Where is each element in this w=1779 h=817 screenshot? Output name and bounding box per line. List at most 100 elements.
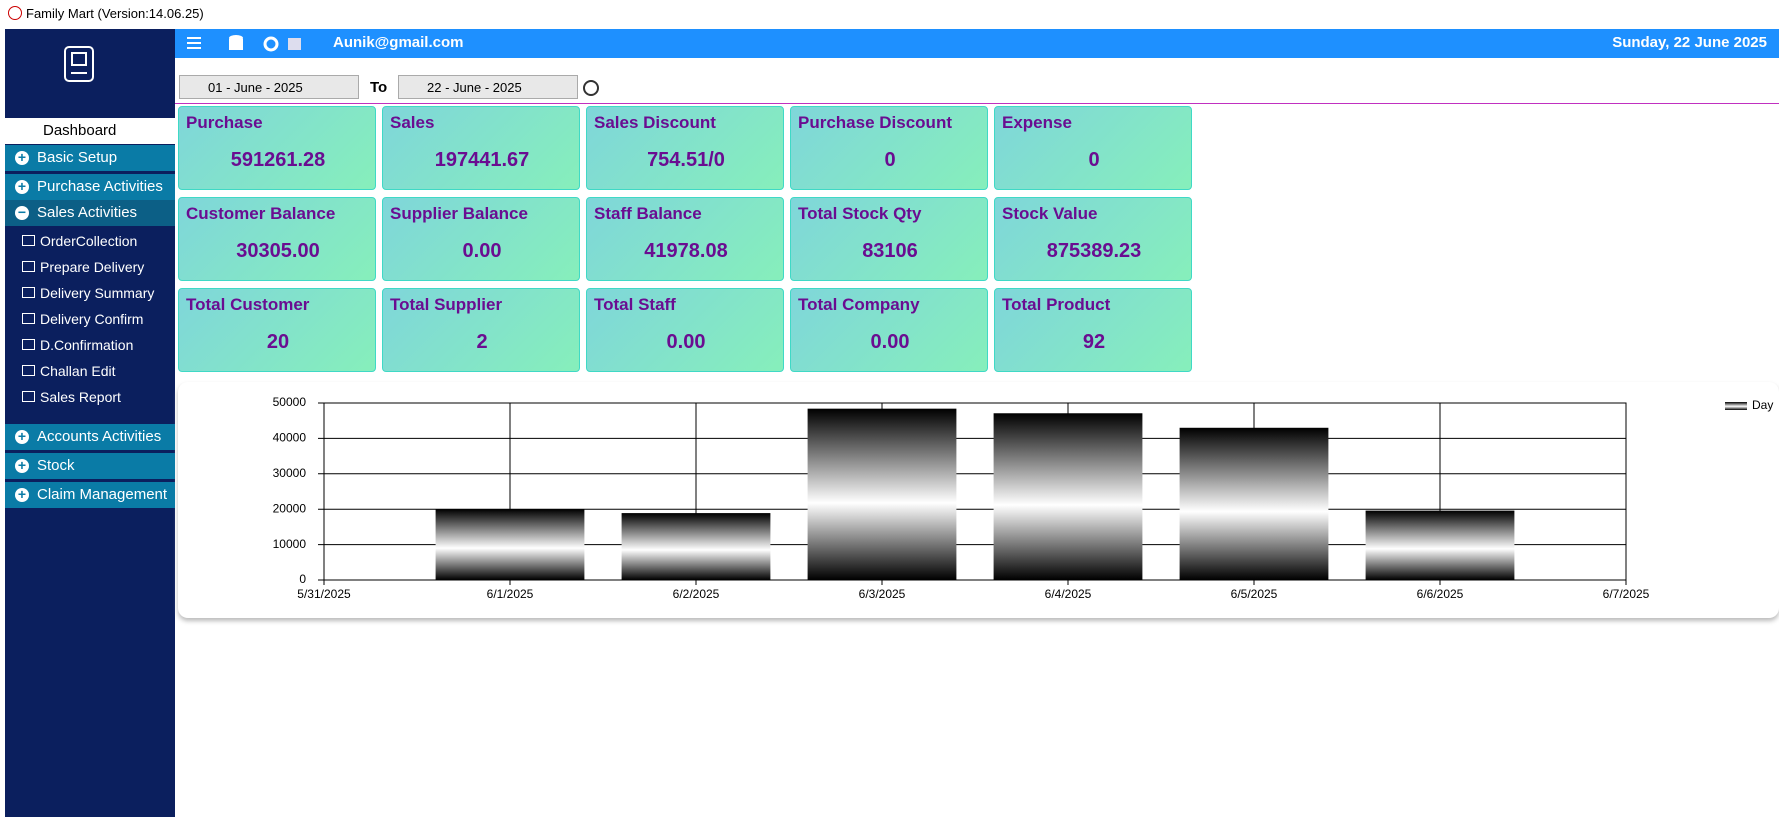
bar bbox=[1179, 427, 1329, 580]
menu-label: Claim Management bbox=[37, 486, 168, 503]
menu-item[interactable]: + Claim Management bbox=[5, 482, 175, 508]
y-tick-label: 10000 bbox=[273, 537, 307, 551]
x-tick-label: 6/6/2025 bbox=[1417, 587, 1464, 601]
card-value: 92 bbox=[1082, 331, 1106, 353]
menu-label: Accounts Activities bbox=[37, 428, 162, 445]
stat-card: Purchase 591261.28 bbox=[178, 106, 376, 190]
card-value: 0.00 bbox=[870, 331, 910, 353]
submenu-label: D.Confirmation bbox=[40, 337, 134, 353]
card-label: Total Product bbox=[1002, 295, 1111, 314]
user-email: Aunik@gmail.com bbox=[333, 34, 464, 51]
x-tick-label: 6/7/2025 bbox=[1603, 587, 1650, 601]
stat-card: Total Staff 0.00 bbox=[586, 288, 784, 372]
from-date[interactable]: 01 - June - 2025 bbox=[179, 75, 359, 99]
x-tick-label: 6/4/2025 bbox=[1045, 587, 1092, 601]
card-label: Stock Value bbox=[1002, 204, 1098, 223]
submenu-item[interactable]: D.Confirmation bbox=[22, 335, 133, 355]
submenu-label: Delivery Summary bbox=[40, 285, 155, 301]
stat-card: Stock Value 875389.23 bbox=[994, 197, 1192, 281]
card-value: 0.00 bbox=[462, 240, 502, 262]
to-label: To bbox=[370, 79, 388, 96]
stat-card: Total Product 92 bbox=[994, 288, 1192, 372]
window-title: Family Mart (Version:14.06.25) bbox=[26, 6, 204, 21]
submenu-label: Prepare Delivery bbox=[40, 259, 145, 275]
card-value: 83106 bbox=[862, 240, 918, 262]
from-date-text: 01 - June - 2025 bbox=[208, 80, 303, 95]
card-label: Total Company bbox=[798, 295, 920, 314]
bar bbox=[435, 509, 585, 580]
submenu-item[interactable]: Delivery Confirm bbox=[22, 309, 143, 329]
logo bbox=[64, 46, 94, 82]
menu-label: Sales Activities bbox=[37, 204, 138, 221]
y-tick-label: 20000 bbox=[273, 501, 307, 515]
card-value: 41978.08 bbox=[644, 240, 728, 262]
stat-card: Customer Balance 30305.00 bbox=[178, 197, 376, 281]
card-label: Supplier Balance bbox=[390, 204, 528, 223]
submenu-item[interactable]: Prepare Delivery bbox=[22, 257, 144, 277]
stat-card: Sales Discount 754.51/0 bbox=[586, 106, 784, 190]
stat-card: Total Supplier 2 bbox=[382, 288, 580, 372]
stat-card: Purchase Discount 0 bbox=[790, 106, 988, 190]
submenu-label: Sales Report bbox=[40, 389, 121, 405]
card-value: 2 bbox=[476, 331, 488, 353]
card-value: 197441.67 bbox=[434, 149, 530, 171]
submenu-item[interactable]: Delivery Summary bbox=[22, 283, 154, 303]
bar bbox=[1365, 510, 1515, 580]
plot-frame bbox=[323, 402, 1627, 581]
toolbar-icons[interactable] bbox=[181, 29, 301, 58]
stat-card: Expense 0 bbox=[994, 106, 1192, 190]
x-tick-label: 6/1/2025 bbox=[487, 587, 534, 601]
card-label: Sales Discount bbox=[594, 113, 716, 132]
submenu-label: OrderCollection bbox=[40, 233, 138, 249]
legend-label: Day bbox=[1752, 398, 1773, 412]
y-tick-label: 40000 bbox=[273, 431, 307, 445]
menu-item[interactable]: + Stock bbox=[5, 453, 175, 479]
card-value: 30305.00 bbox=[236, 240, 320, 262]
card-value: 0 bbox=[1088, 149, 1100, 171]
bar bbox=[621, 513, 771, 580]
card-value: 875389.23 bbox=[1046, 240, 1142, 262]
bar bbox=[993, 413, 1143, 580]
title-bar: Family Mart (Version:14.06.25) bbox=[0, 0, 1779, 28]
chart: 0 10000 20000 30000 40000 50000 5/31/2025 6/1/2… bbox=[273, 395, 1774, 601]
divider bbox=[175, 103, 1779, 104]
card-label: Customer Balance bbox=[186, 204, 336, 223]
to-date-text: 22 - June - 2025 bbox=[427, 80, 522, 95]
to-date[interactable]: 22 - June - 2025 bbox=[398, 75, 578, 99]
card-label: Total Customer bbox=[186, 295, 310, 314]
y-tick-label: 30000 bbox=[273, 466, 307, 480]
menu-label: Dashboard bbox=[43, 122, 117, 139]
menu-item[interactable]: Dashboard bbox=[5, 118, 175, 144]
x-tick-label: 6/5/2025 bbox=[1231, 587, 1278, 601]
card-label: Sales bbox=[390, 113, 435, 132]
card-label: Total Stock Qty bbox=[798, 204, 922, 223]
stat-card: Total Customer 20 bbox=[178, 288, 376, 372]
submenu-item[interactable]: Sales Report bbox=[22, 387, 121, 407]
menu-label: Purchase Activities bbox=[37, 178, 163, 195]
card-label: Total Supplier bbox=[390, 295, 503, 314]
stat-card: Sales 197441.67 bbox=[382, 106, 580, 190]
card-label: Staff Balance bbox=[594, 204, 702, 223]
stat-card: Total Stock Qty 83106 bbox=[790, 197, 988, 281]
stat-card: Staff Balance 41978.08 bbox=[586, 197, 784, 281]
legend-swatch bbox=[1725, 402, 1747, 410]
card-value: 591261.28 bbox=[230, 149, 326, 171]
menu-item[interactable]: + Purchase Activities bbox=[5, 174, 175, 200]
card-label: Purchase Discount bbox=[798, 113, 952, 132]
menu-item[interactable]: − Sales Activities bbox=[5, 200, 175, 226]
current-date: Sunday, 22 June 2025 bbox=[1612, 34, 1767, 51]
card-label: Total Staff bbox=[594, 295, 676, 314]
y-tick-label: 50000 bbox=[273, 395, 307, 409]
menu-item[interactable]: + Basic Setup bbox=[5, 145, 175, 171]
x-tick-label: 6/3/2025 bbox=[859, 587, 906, 601]
refresh[interactable] bbox=[580, 77, 602, 99]
submenu-label: Delivery Confirm bbox=[40, 311, 144, 327]
y-tick-label: 0 bbox=[299, 572, 306, 586]
stat-card: Total Company 0.00 bbox=[790, 288, 988, 372]
card-value: 20 bbox=[266, 331, 290, 353]
submenu-item[interactable]: Challan Edit bbox=[22, 361, 116, 381]
submenu-label: Challan Edit bbox=[40, 363, 116, 379]
menu-item[interactable]: + Accounts Activities bbox=[5, 424, 175, 450]
submenu-item[interactable]: OrderCollection bbox=[22, 231, 137, 251]
bar bbox=[807, 408, 957, 580]
